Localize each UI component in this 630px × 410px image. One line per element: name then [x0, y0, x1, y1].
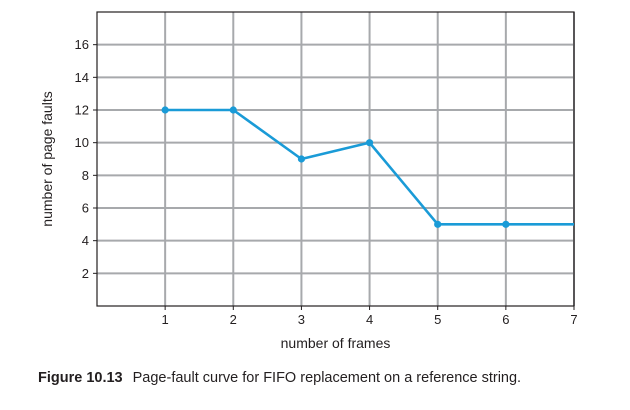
- x-tick-label-3: 3: [298, 312, 305, 327]
- x-tick-label-2: 2: [230, 312, 237, 327]
- grid: [93, 12, 575, 310]
- data-point-3: [297, 155, 306, 163]
- caption-text: Page-fault curve for FIFO replacement on…: [132, 370, 522, 386]
- y-tick-label-10: 10: [75, 135, 89, 150]
- series-fifo: [161, 106, 574, 228]
- x-tick-label-6: 6: [502, 312, 509, 327]
- x-axis-label: number of frames: [281, 335, 391, 351]
- x-tick-label-4: 4: [366, 312, 373, 327]
- figure-label: Figure 10.13: [38, 370, 123, 386]
- y-tick-label-4: 4: [82, 233, 89, 248]
- x-tick-label-5: 5: [434, 312, 441, 327]
- y-axis-label: number of page faults: [39, 91, 55, 226]
- y-tick-label-6: 6: [82, 201, 89, 216]
- y-tick-label-8: 8: [82, 168, 89, 183]
- plot-frame: [96, 11, 575, 307]
- data-point-6: [502, 220, 510, 228]
- data-point-1: [161, 106, 169, 114]
- x-tick-label-1: 1: [162, 312, 169, 327]
- data-point-4: [365, 139, 374, 147]
- figure-caption: Figure 10.13 Page-fault curve for FIFO re…: [38, 370, 521, 386]
- y-tick-label-14: 14: [75, 70, 89, 85]
- data-point-5: [434, 220, 442, 228]
- y-tick-label-2: 2: [82, 266, 89, 281]
- y-tick-label-16: 16: [75, 37, 89, 52]
- x-tick-label-7: 7: [570, 312, 577, 327]
- y-tick-label-12: 12: [75, 103, 89, 118]
- data-point-2: [229, 106, 237, 114]
